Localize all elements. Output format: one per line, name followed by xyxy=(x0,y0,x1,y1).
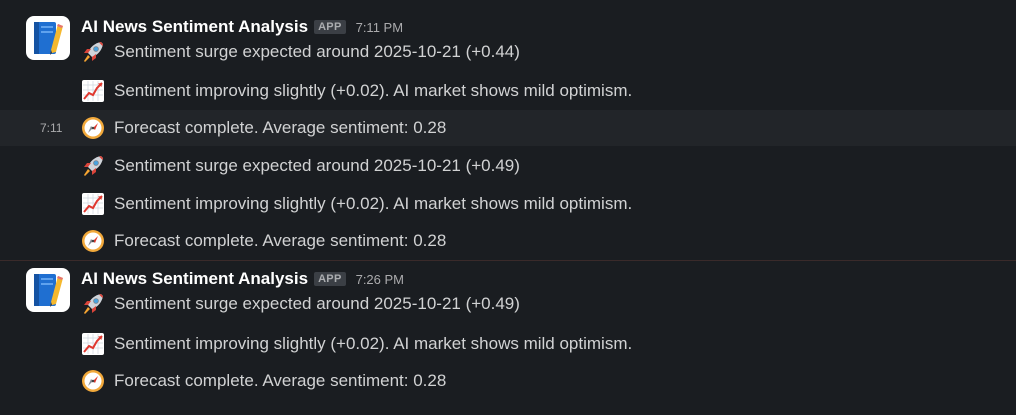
app-badge: APP xyxy=(314,272,346,286)
compass-icon xyxy=(82,230,104,252)
app-avatar[interactable] xyxy=(26,16,70,60)
message-text: Sentiment surge expected around 2025-10-… xyxy=(114,294,520,313)
message-line[interactable]: Forecast complete. Average sentiment: 0.… xyxy=(0,223,1016,259)
sender-name[interactable]: AI News Sentiment Analysis xyxy=(81,269,309,288)
notebook-pencil-icon xyxy=(34,22,63,55)
rocket-icon xyxy=(84,294,103,314)
message-timestamp[interactable]: 7:26 PM xyxy=(355,271,405,287)
rocket-icon xyxy=(84,156,103,176)
message-text: Sentiment surge expected around 2025-10-… xyxy=(114,42,520,61)
message-header: AI News Sentiment Analysis APP 7:11 PM xyxy=(81,16,403,38)
app-badge: APP xyxy=(314,20,346,34)
message-text: Sentiment improving slightly (+0.02). AI… xyxy=(114,334,633,353)
message-line[interactable]: Sentiment improving slightly (+0.02). AI… xyxy=(0,326,1016,362)
app-avatar[interactable] xyxy=(26,268,70,312)
notebook-pencil-icon xyxy=(34,274,63,307)
message-group: AI News Sentiment Analysis APP 7:26 PM S… xyxy=(0,262,1016,412)
message-line-hovered[interactable]: 7:11 Forecast complete. Average sentimen… xyxy=(0,110,1016,146)
message-text: Forecast complete. Average sentiment: 0.… xyxy=(114,231,447,250)
rocket-icon xyxy=(84,42,103,62)
message-text: Sentiment improving slightly (+0.02). AI… xyxy=(114,194,633,213)
message-line[interactable]: Forecast complete. Average sentiment: 0.… xyxy=(0,363,1016,399)
chart-increasing-icon xyxy=(82,80,104,102)
message-text: Sentiment surge expected around 2025-10-… xyxy=(114,156,520,175)
message-line[interactable]: Sentiment improving slightly (+0.02). AI… xyxy=(0,186,1016,222)
chart-increasing-icon xyxy=(82,333,104,355)
message-timestamp[interactable]: 7:11 PM xyxy=(355,19,404,35)
hover-timestamp[interactable]: 7:11 xyxy=(40,121,63,135)
sender-name[interactable]: AI News Sentiment Analysis xyxy=(81,17,309,36)
message-line[interactable]: Sentiment surge expected around 2025-10-… xyxy=(0,148,1016,184)
compass-icon xyxy=(82,370,104,392)
message-header: AI News Sentiment Analysis APP 7:26 PM xyxy=(81,268,404,290)
message-line[interactable]: Sentiment surge expected around 2025-10-… xyxy=(0,34,1016,70)
chart-increasing-icon xyxy=(82,193,104,215)
message-line[interactable]: Sentiment improving slightly (+0.02). AI… xyxy=(0,73,1016,109)
message-text: Forecast complete. Average sentiment: 0.… xyxy=(114,371,447,390)
compass-icon xyxy=(82,117,104,139)
message-line[interactable]: Sentiment surge expected around 2025-10-… xyxy=(0,286,1016,322)
message-group: AI News Sentiment Analysis APP 7:11 PM S… xyxy=(0,10,1016,260)
message-divider xyxy=(0,260,1016,261)
message-text: Sentiment improving slightly (+0.02). AI… xyxy=(114,81,633,100)
message-text: Forecast complete. Average sentiment: 0.… xyxy=(114,118,447,137)
